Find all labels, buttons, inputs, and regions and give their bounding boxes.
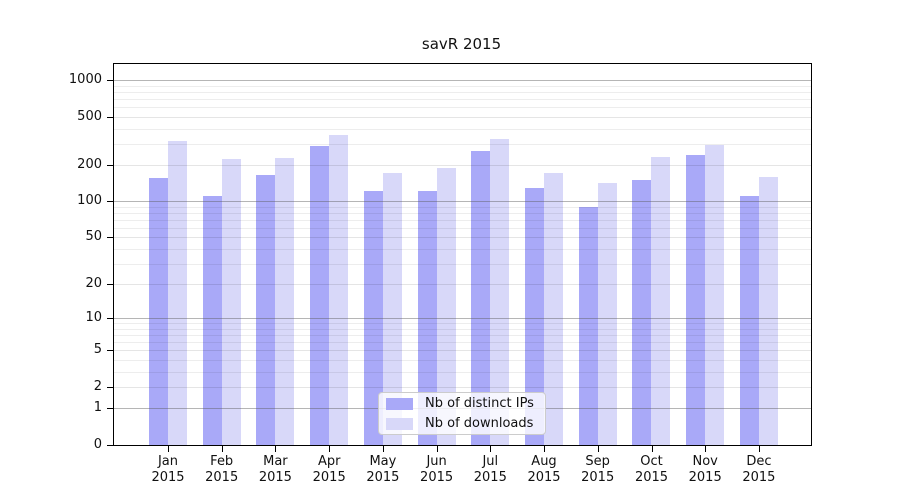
x-tick	[651, 446, 653, 452]
bar-downloads	[490, 139, 510, 445]
legend: Nb of distinct IPs Nb of downloads	[378, 392, 546, 435]
y-tick-label: 0	[93, 437, 102, 452]
legend-label-downloads: Nb of downloads	[425, 416, 534, 431]
x-tick	[168, 446, 169, 452]
bar-distinct-ips	[686, 154, 706, 445]
y-tick-label: 2	[93, 379, 102, 394]
gridline-minor	[114, 85, 811, 87]
y-tick-label: 1	[93, 400, 102, 416]
bar-downloads	[329, 134, 349, 445]
bar-distinct-ips	[525, 187, 545, 445]
x-tick	[436, 446, 438, 452]
x-tick	[275, 446, 277, 452]
bar-distinct-ips	[417, 190, 437, 445]
x-tick-label: Nov 2015	[688, 454, 722, 485]
bar-downloads	[275, 158, 295, 445]
y-tick	[107, 445, 113, 446]
x-tick-label: Aug 2015	[527, 454, 561, 485]
x-tick	[329, 446, 331, 452]
y-tick-label: 20	[85, 276, 102, 292]
bar-distinct-ips	[256, 175, 276, 445]
x-tick-label: Mar 2015	[258, 454, 292, 485]
x-tick	[544, 446, 545, 452]
x-tick	[705, 446, 707, 452]
x-tick-label: Apr 2015	[312, 454, 346, 485]
x-tick	[597, 446, 599, 452]
y-tick	[107, 237, 113, 239]
y-tick	[107, 80, 113, 82]
bar-distinct-ips	[739, 196, 759, 445]
y-tick-label: 100	[77, 193, 102, 209]
y-tick-label: 50	[85, 229, 102, 245]
y-tick	[107, 350, 113, 352]
bar-downloads	[758, 176, 778, 445]
gridline-minor	[114, 92, 811, 93]
gridline-minor	[114, 107, 811, 109]
gridline	[114, 116, 811, 118]
legend-item-distinct-ips: Nb of distinct IPs	[386, 396, 538, 411]
y-tick-label: 500	[77, 108, 102, 124]
y-tick	[107, 387, 113, 388]
legend-item-downloads: Nb of downloads	[386, 416, 538, 431]
bar-distinct-ips	[578, 207, 598, 445]
bar-downloads	[221, 159, 241, 445]
bar-downloads	[597, 182, 617, 445]
plot-area: Jan 2015 Feb 2015 Mar 2015 Apr 2015 May 2015 Jun 20…	[69, 63, 812, 485]
x-tick	[758, 446, 760, 452]
x-tick-label: Dec 2015	[742, 454, 776, 485]
bar-distinct-ips	[202, 195, 222, 445]
y-tick	[107, 201, 113, 203]
y-tick-label: 200	[77, 157, 102, 172]
y-tick	[107, 408, 113, 410]
bar-downloads	[382, 172, 402, 445]
y-tick	[107, 116, 113, 118]
bar-downloads	[436, 168, 456, 445]
bar-distinct-ips	[149, 177, 168, 445]
legend-swatch-downloads	[386, 417, 413, 430]
bar-distinct-ips	[310, 146, 330, 445]
x-tick-label: Jan 2015	[151, 454, 185, 485]
y-tick	[107, 318, 113, 320]
gridline	[114, 80, 811, 82]
chart-title: savR 2015	[421, 35, 502, 53]
x-tick-label: Jun 2015	[420, 454, 454, 485]
y-tick-label: 10	[85, 310, 102, 326]
legend-swatch-distinct-ips	[386, 397, 413, 410]
legend-label-distinct-ips: Nb of distinct IPs	[425, 396, 534, 411]
bar-distinct-ips	[632, 180, 652, 445]
x-tick	[490, 446, 492, 452]
bar-downloads	[544, 172, 564, 445]
gridline-minor	[114, 128, 811, 130]
y-tick	[107, 284, 113, 286]
y-tick	[107, 165, 113, 166]
x-tick-label: Sep 2015	[581, 454, 615, 485]
bar-distinct-ips	[471, 151, 491, 445]
x-tick-label: Oct 2015	[634, 454, 669, 485]
bar-distinct-ips	[363, 190, 383, 445]
bar-downloads	[651, 157, 671, 445]
x-tick	[382, 446, 384, 452]
y-tick-label: 1000	[68, 72, 102, 88]
y-tick-label: 5	[93, 342, 102, 358]
x-tick-label: Jul 2015	[473, 454, 507, 485]
x-tick-label: Feb 2015	[205, 454, 239, 485]
gridline-minor	[114, 99, 811, 100]
x-tick-label: May 2015	[366, 454, 400, 485]
bar-downloads	[168, 141, 187, 445]
x-tick	[221, 446, 223, 452]
bar-downloads	[705, 145, 725, 445]
